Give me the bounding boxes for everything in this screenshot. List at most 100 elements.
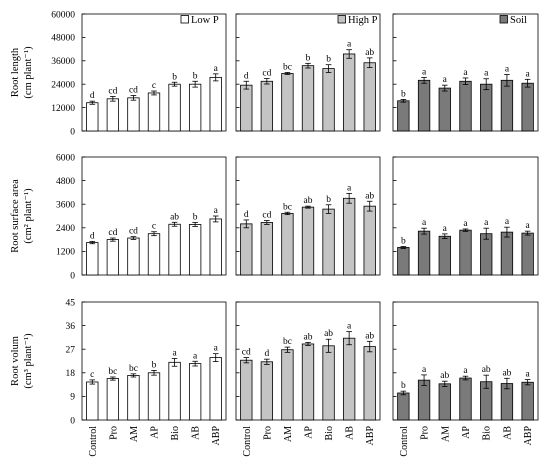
bar-ab [342,337,356,421]
y-tick-label: 0 [70,271,75,281]
bar-control [397,392,410,421]
bar-pro [417,230,431,276]
category-label-am: AM [440,426,451,442]
bar-bio [168,83,181,132]
row-1: Root length (cm plant⁻¹) 0 12000 24000 36000 4… [10,10,539,137]
bar-am [438,87,451,132]
bar-bio [322,208,335,276]
bar-ap [459,80,472,132]
significance-letter: cd [129,227,138,237]
bar-control [240,84,253,132]
y-tick-label: 36000 [51,57,75,67]
significance-letter: a [193,351,198,361]
significance-letter: a [422,67,427,77]
category-label-abp: ABP [211,426,222,446]
bar-am [438,235,451,276]
significance-letter: c [152,222,156,232]
y-tick-label: 12000 [51,104,75,114]
bar-control [240,359,253,421]
significance-letter: a [443,75,448,85]
significance-letter: c [90,370,94,380]
panel-high-p: d cd bc ab b a ab [235,156,381,276]
panel-high-p: d cd bc b b a ab High P [235,13,381,132]
category-label-am: AM [283,426,294,442]
legend-swatch [337,15,346,24]
bar-control [240,223,253,276]
significance-letter: a [484,69,489,79]
significance-letter: a [526,221,531,231]
significance-letter: a [526,69,531,79]
significance-letter: bc [283,337,292,347]
significance-letter: a [463,219,468,229]
panel-low-p: d cd cd c ab b a [81,156,227,276]
panel-soil: b a ab a ab ab a Control Pro AM AP Bio AB ABP [392,301,539,457]
bar-bio [168,361,181,421]
category-label-ab: AB [502,426,513,440]
significance-letter: b [401,89,406,99]
significance-letter: ab [502,368,511,378]
bar-am [281,213,294,276]
significance-letter: ab [324,329,333,339]
category-label-am: AM [129,426,140,442]
significance-letter: ab [304,196,313,206]
bar-pro [260,80,274,132]
bar-abp [209,357,222,421]
significance-letter: ab [482,365,491,375]
significance-letter: ab [304,332,313,342]
significance-letter: bc [129,364,138,374]
y-tick-label: 6000 [56,153,75,163]
y-tick-label: 2400 [56,224,75,234]
bar-abp [521,82,534,132]
y-axis-label-line1: Root volum [10,336,21,386]
panel-low-p: c bc bc b a a a Control Pro AM AP Bio AB ABP [81,301,227,457]
significance-letter: a [463,366,468,376]
bar-control [86,102,99,132]
significance-letter: a [422,365,427,375]
significance-letter: ab [365,191,374,201]
significance-letter: a [505,64,510,74]
significance-letter: d [90,91,95,101]
bar-ap [147,372,161,421]
bar-ap [459,229,472,276]
significance-letter: b [193,71,198,81]
y-tick-label: 1200 [56,248,75,258]
bar-pro [260,222,274,276]
y-tick-label: 0 [70,416,75,426]
y-tick-label: 3600 [56,201,75,211]
significance-letter: b [152,360,157,370]
significance-letter: b [172,72,177,82]
bar-bio [322,345,335,421]
bar-pro [106,239,120,276]
significance-letter: cd [129,86,138,96]
bar-ab [342,197,356,276]
significance-letter: a [172,348,177,358]
bar-abp [363,62,376,132]
significance-letter: a [443,224,448,234]
bar-pro [106,98,120,132]
significance-letter: d [264,349,269,359]
legend-label: Low P [191,15,219,26]
significance-letter: a [214,64,219,74]
bar-abp [521,232,534,276]
row-2: Root surface area (cm² plant⁻¹) 0 1200 2400 3… [10,153,539,281]
bar-am [127,375,140,421]
bar-pro [417,79,431,132]
legend-label: High P [348,15,378,26]
significance-letter: a [422,218,427,228]
y-tick-label: 60000 [51,10,75,20]
significance-letter: b [193,212,198,222]
y-axis-label: Root length (cm plant⁻¹) [10,46,34,99]
category-label-ap: AP [304,426,315,439]
significance-letter: cd [262,211,271,221]
category-label-bio: Bio [170,426,181,440]
y-tick-label: 45 [66,298,76,308]
y-axis-label: Root surface area (cm² plant⁻¹) [10,179,34,253]
category-label-control: Control [242,426,253,457]
y-axis-label-line2: (cm³ plant⁻¹) [23,333,34,389]
bar-ab [188,224,202,276]
bar-abp [363,205,376,276]
bar-ap [147,92,161,132]
significance-letter: a [347,322,352,332]
significance-letter: d [244,71,249,81]
